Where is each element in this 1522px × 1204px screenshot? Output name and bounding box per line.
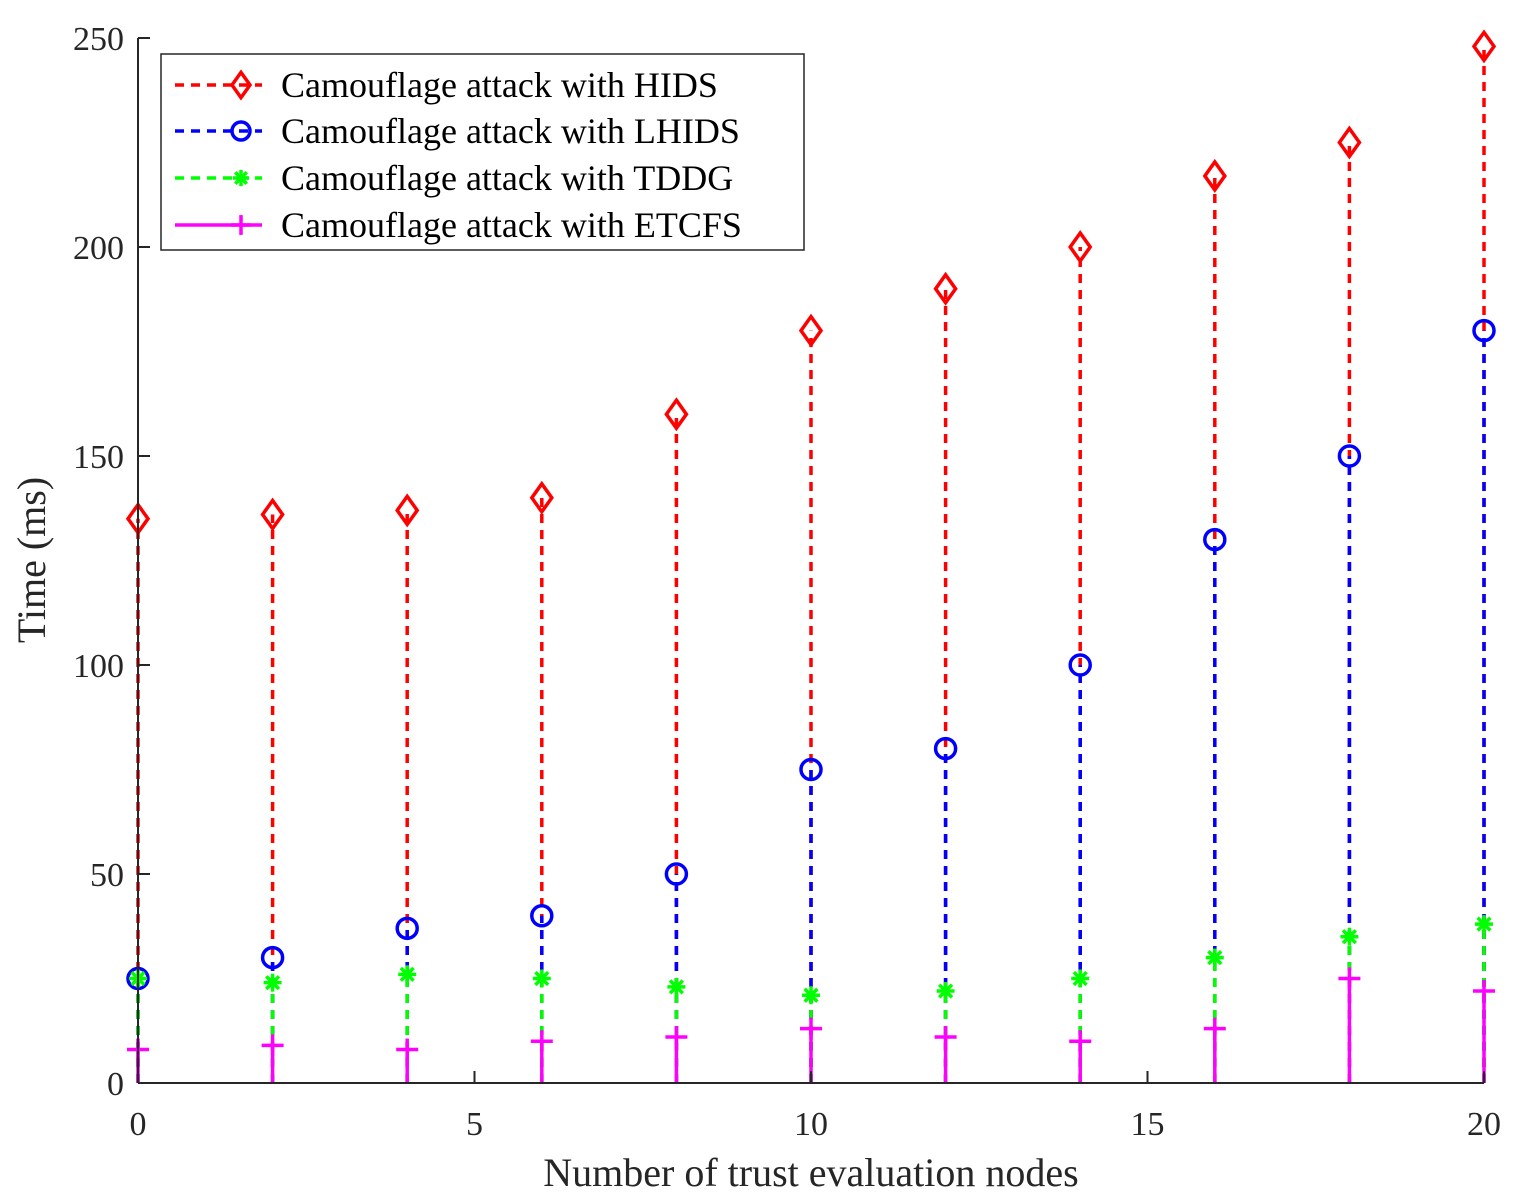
stem-marker-s3-9-stroke-3 (1341, 929, 1358, 945)
stem-marker-s1-9-shape (1337, 125, 1362, 160)
stem-marker-s2-1 (260, 945, 285, 970)
stem-marker-s3-5 (802, 986, 820, 1005)
legend-marker-3-stroke-3 (234, 171, 248, 185)
stem-marker-s4-1 (261, 1034, 284, 1057)
stem-marker-s3-9 (1340, 927, 1359, 946)
stem-marker-s4-4 (665, 1026, 688, 1049)
stem-marker-s1-4-shape (664, 397, 689, 432)
x-tick-label-0: 0 (130, 1106, 147, 1143)
stem-marker-s1-10 (1471, 29, 1497, 64)
stem-marker-s4-3 (530, 1030, 553, 1053)
stem-marker-s2-2 (395, 916, 419, 941)
stem-marker-s3-3 (532, 969, 551, 988)
stem-marker-s1-4 (664, 397, 689, 432)
x-tick-label-4: 20 (1467, 1106, 1501, 1143)
stem-marker-s3-4 (667, 977, 686, 996)
stem-marker-s2-8 (1203, 527, 1227, 552)
legend-label-1: Camouflage attack with HIDS (281, 65, 718, 105)
stem-marker-s3-1 (263, 973, 282, 992)
stem-marker-s2-2-shape (395, 916, 419, 941)
stem-marker-s3-6 (936, 982, 955, 1001)
stem-marker-s4-7 (1069, 1030, 1092, 1053)
legend-marker-4 (231, 215, 251, 235)
stem-marker-s2-5 (799, 757, 823, 782)
stem-marker-s1-6 (933, 271, 958, 306)
stem-marker-s2-9-shape (1337, 444, 1362, 468)
y-tick-label-4: 200 (73, 230, 124, 267)
stem-marker-s2-5-shape (799, 757, 823, 782)
stem-marker-s2-10 (1472, 318, 1496, 343)
stem-marker-s3-2 (398, 965, 417, 984)
legend-label-4: Camouflage attack with ETCFS (281, 205, 742, 245)
stem-marker-s1-3 (529, 480, 554, 515)
stem-marker-s3-2-stroke-3 (399, 966, 415, 982)
stem-marker-s2-4-shape (664, 862, 689, 886)
stem-marker-s4-5 (800, 1017, 822, 1040)
stem-marker-s2-3 (530, 904, 554, 928)
stem-marker-s4-8 (1203, 1017, 1226, 1040)
stem-marker-s3-10-stroke-3 (1476, 916, 1492, 932)
stem-marker-s1-5 (798, 313, 824, 348)
stem-marker-s1-6-shape (933, 271, 958, 306)
x-tick-label-2: 10 (794, 1106, 828, 1143)
stem-marker-s1-8-shape (1202, 158, 1227, 193)
y-axis-title: Time (ms) (9, 477, 54, 643)
x-tick-label-1: 5 (466, 1106, 483, 1143)
stem-marker-s3-3-stroke-3 (534, 970, 550, 987)
stem-marker-s1-1-shape (260, 497, 285, 532)
legend-marker-2-shape (230, 120, 252, 142)
stem-marker-s2-7 (1068, 653, 1092, 677)
stem-marker-s2-9 (1337, 444, 1362, 468)
stem-marker-s1-10-shape (1471, 29, 1497, 64)
stem-marker-s1-3-shape (529, 480, 554, 515)
stem-marker-s1-9 (1337, 125, 1362, 160)
legend-marker-3 (232, 169, 250, 187)
stem-marker-s2-4 (664, 862, 689, 886)
stem-marker-s3-8 (1205, 948, 1224, 967)
stem-marker-s3-4-stroke-3 (668, 979, 685, 995)
stem-marker-s2-6-shape (933, 736, 958, 761)
stem-marker-s3-10 (1475, 915, 1493, 934)
stem-marker-s3-1-stroke-3 (264, 975, 281, 991)
y-tick-label-2: 100 (73, 648, 124, 685)
stem-marker-s2-10-shape (1472, 318, 1496, 343)
stem-marker-s1-8 (1202, 158, 1227, 193)
legend-label-2: Camouflage attack with LHIDS (281, 111, 740, 151)
y-tick-label-3: 150 (73, 439, 124, 476)
legend-marker-2 (230, 120, 252, 142)
stem-marker-s2-6 (933, 736, 958, 761)
legend-label-3: Camouflage attack with TDDG (281, 158, 733, 198)
stem-marker-s1-5-shape (798, 313, 824, 348)
stem-marker-s2-1-shape (260, 945, 285, 970)
stem-marker-s4-2 (396, 1038, 419, 1061)
legend: Camouflage attack with HIDS Camouflage at… (160, 53, 805, 251)
stem-marker-s2-8-shape (1203, 527, 1227, 552)
stem-marker-s3-6-stroke-3 (937, 983, 954, 999)
stem-marker-s3-5-stroke-3 (803, 987, 819, 1003)
y-tick-label-5: 250 (73, 21, 124, 58)
stem-marker-s1-2 (395, 493, 420, 528)
stem-marker-s3-7 (1071, 969, 1090, 988)
stem-marker-s1-1 (260, 497, 285, 532)
stem-marker-s4-9 (1338, 967, 1361, 990)
x-axis-title: Number of trust evaluation nodes (543, 1150, 1078, 1195)
y-tick-label-0: 0 (107, 1066, 124, 1103)
stem-marker-s3-8-stroke-3 (1207, 949, 1223, 966)
stem-marker-s1-7-shape (1068, 229, 1093, 265)
stem-marker-s2-3-shape (530, 904, 554, 928)
stem-marker-s1-7 (1068, 229, 1093, 265)
stem-marker-s1-2-shape (395, 493, 420, 528)
legend-marker-1-shape (229, 69, 253, 101)
stem-marker-s3-7-stroke-3 (1072, 970, 1088, 987)
legend-box (160, 53, 805, 251)
legend-marker-1 (229, 69, 253, 101)
stem-marker-s2-7-shape (1068, 653, 1092, 677)
stem-marker-s4-10 (1473, 980, 1495, 1003)
y-tick-label-1: 50 (90, 857, 124, 894)
x-tick-label-3: 15 (1131, 1106, 1165, 1143)
stem-marker-s4-6 (934, 1026, 957, 1049)
